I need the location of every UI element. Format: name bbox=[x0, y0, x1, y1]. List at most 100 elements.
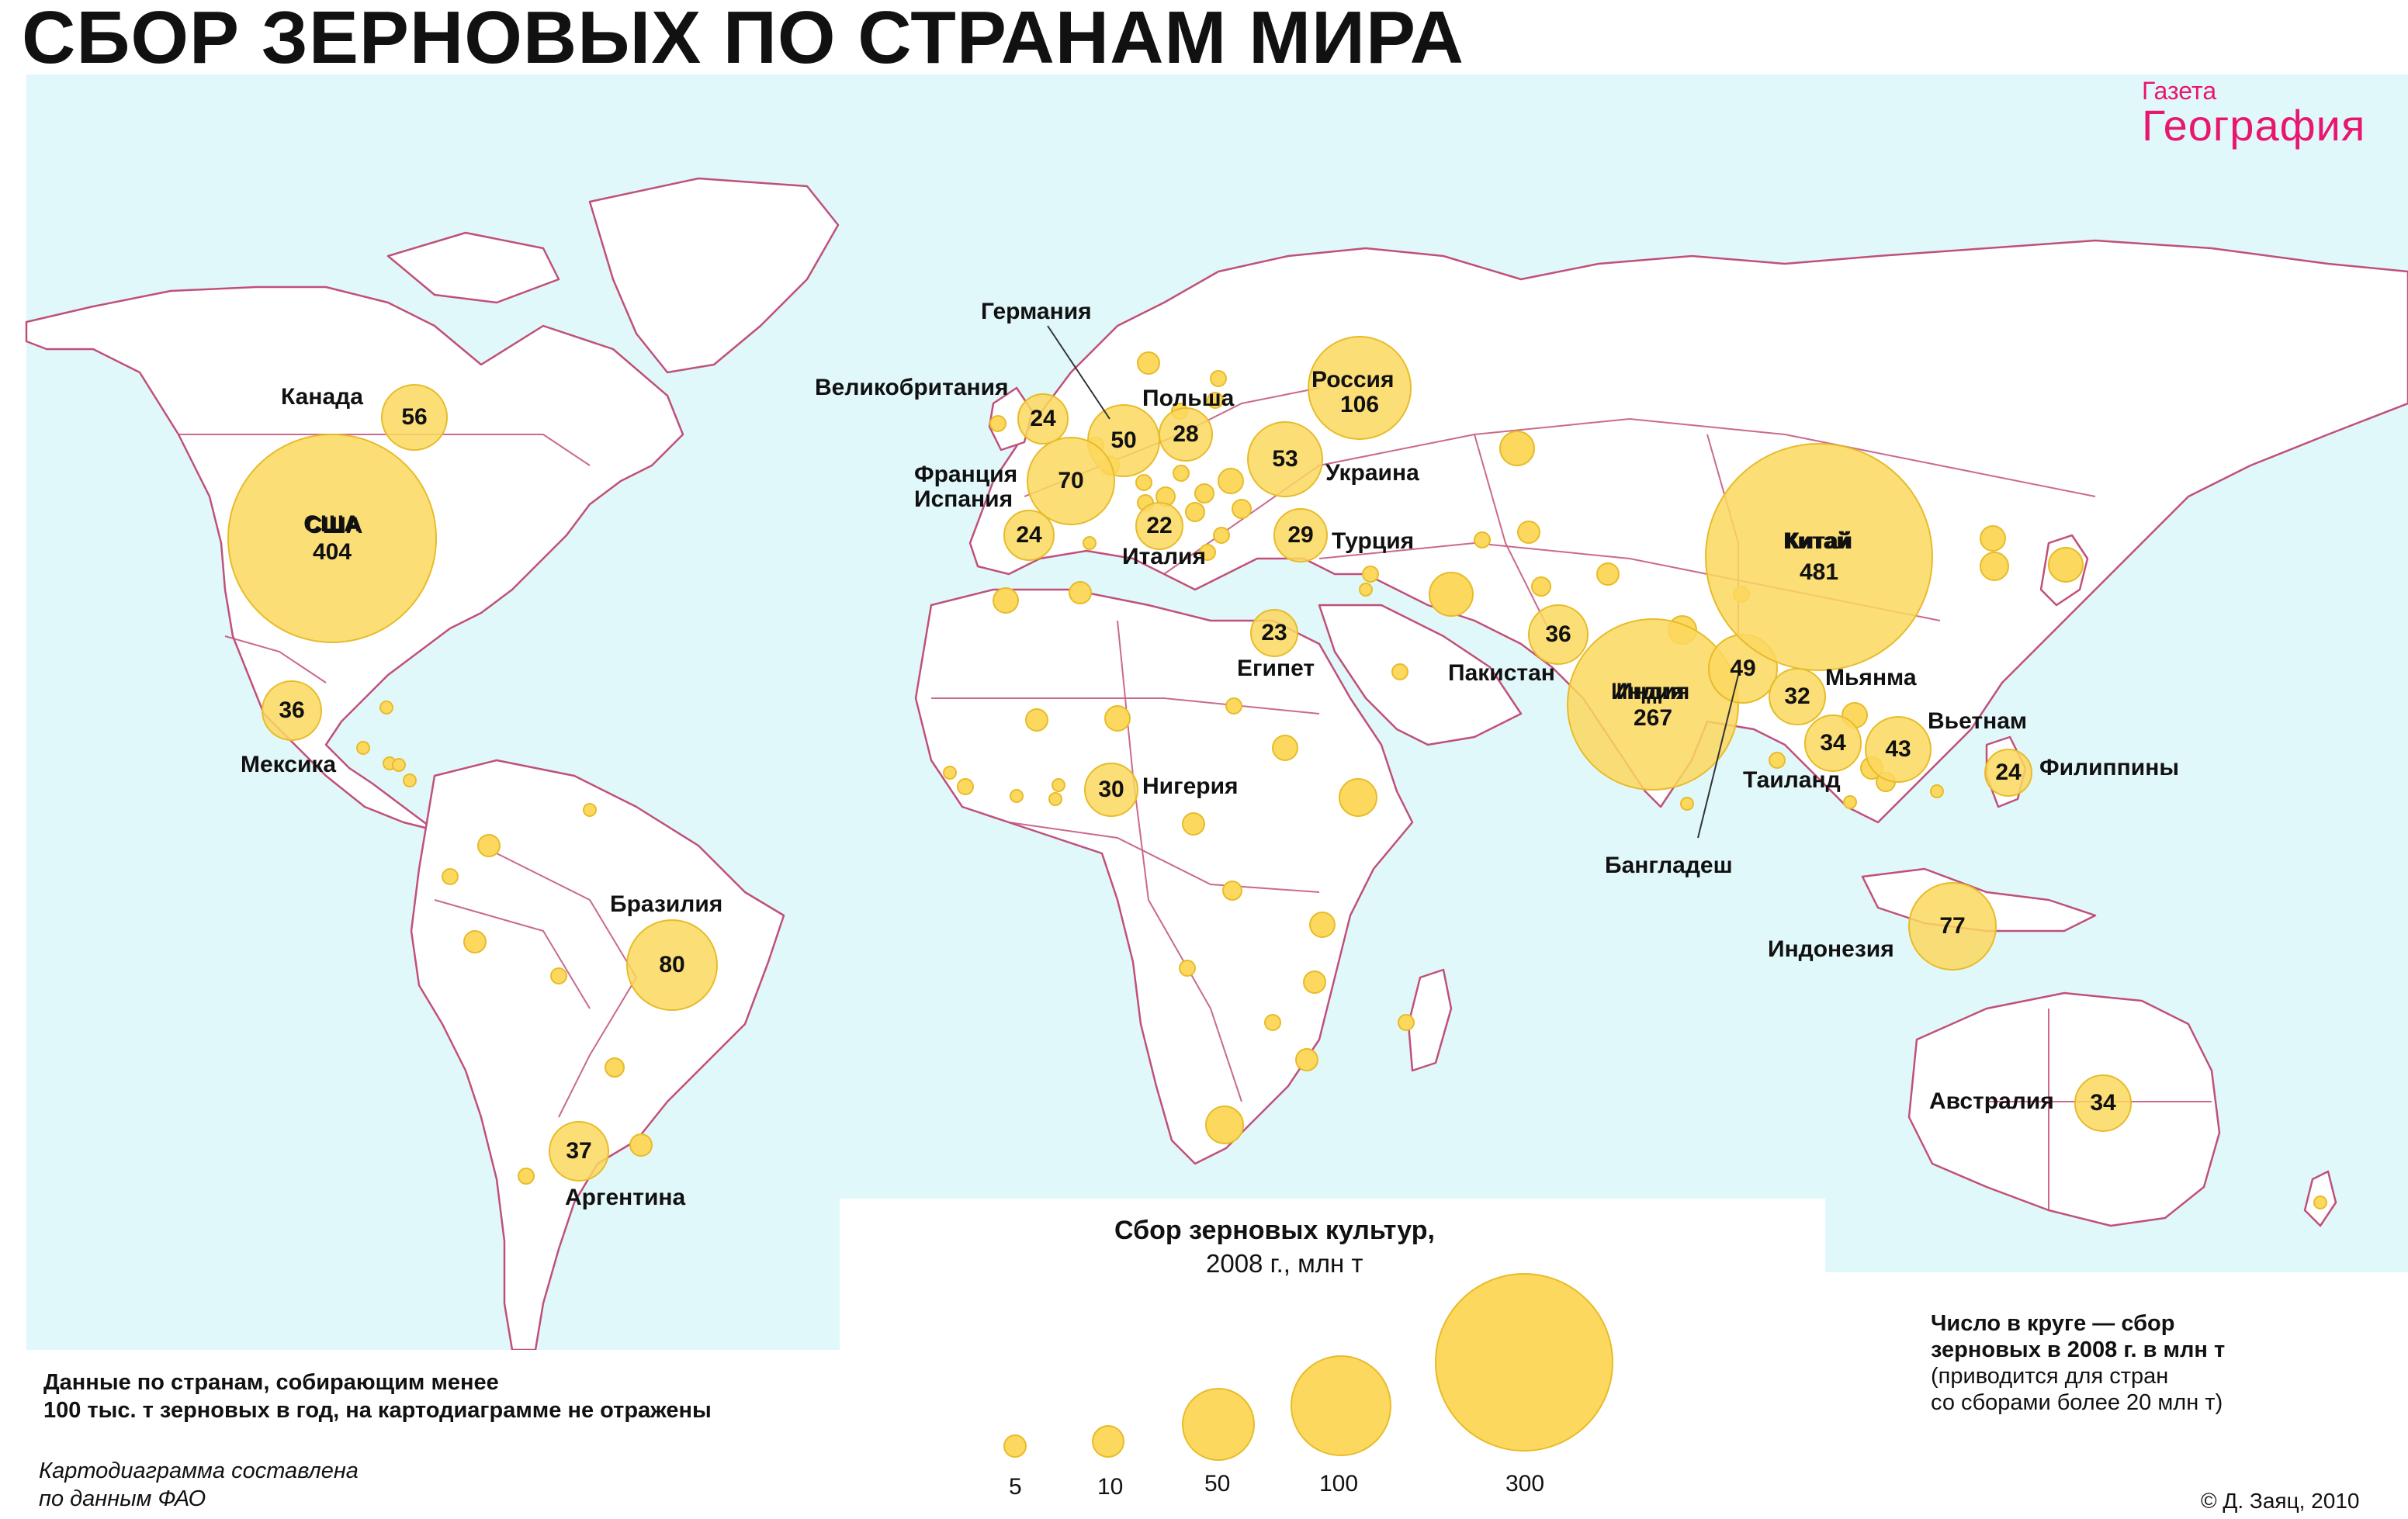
small-country-circle bbox=[1264, 1014, 1281, 1031]
gazeta-geografiya-logo: Газета География bbox=[2142, 78, 2365, 147]
small-country-circle bbox=[1531, 576, 1551, 597]
value-italy: 22 bbox=[1146, 513, 1173, 538]
small-country-circle bbox=[1182, 812, 1205, 836]
label-usa: США bbox=[306, 513, 363, 538]
small-country-circle bbox=[1135, 474, 1152, 491]
value-germany: 50 bbox=[1110, 427, 1137, 453]
value-india: 267 bbox=[1633, 705, 1673, 731]
small-country-circle bbox=[1232, 499, 1252, 519]
value-mexico: 36 bbox=[279, 697, 305, 723]
small-country-circle bbox=[1843, 795, 1857, 809]
circle-thailand bbox=[1804, 715, 1862, 772]
border-eurasia-3 bbox=[1474, 434, 1553, 637]
label-nigeria: Нигерия bbox=[1142, 773, 1239, 799]
label-argentina: Аргентина bbox=[565, 1185, 686, 1210]
small-country-circle bbox=[518, 1168, 535, 1185]
note-right-line2: зерновых в 2008 г. в млн т bbox=[1931, 1337, 2226, 1362]
arabian-peninsula bbox=[1318, 604, 1523, 746]
circle-indonesia bbox=[1908, 882, 1997, 971]
label-russia: Россия bbox=[1311, 367, 1395, 393]
circle-italy bbox=[1135, 502, 1183, 550]
small-country-circle bbox=[379, 701, 393, 715]
small-country-circle bbox=[1680, 797, 1694, 811]
small-country-circle bbox=[1010, 789, 1024, 803]
australia bbox=[1907, 991, 2221, 1227]
circle-usa bbox=[227, 434, 437, 643]
leader-bangladesh bbox=[1697, 674, 1739, 839]
value-indonesia: 77 bbox=[1939, 913, 1966, 939]
note-right-line4: со сборами более 20 млн т) bbox=[1931, 1390, 2223, 1415]
circle-australia bbox=[2074, 1074, 2132, 1132]
arctic-islands bbox=[386, 231, 560, 304]
small-country-circle bbox=[1218, 468, 1244, 494]
label-mexico: Мексика bbox=[241, 752, 337, 777]
small-country-circle bbox=[550, 967, 567, 984]
circle-egypt bbox=[1250, 609, 1298, 657]
value-uk: 24 bbox=[1030, 406, 1056, 431]
border-us-canada bbox=[178, 434, 591, 466]
small-country-circle bbox=[1272, 735, 1298, 761]
small-country-circle bbox=[1225, 697, 1242, 715]
small-country-circle bbox=[1222, 881, 1242, 901]
legend-circle-5 bbox=[1003, 1434, 1027, 1458]
small-country-circle bbox=[1025, 708, 1048, 732]
value-canada: 56 bbox=[401, 404, 428, 430]
label-turkey: Турция bbox=[1332, 528, 1415, 554]
value-thailand: 34 bbox=[1820, 730, 1846, 756]
small-country-circle bbox=[629, 1133, 653, 1157]
source-line1: Картодиаграмма составлена bbox=[39, 1458, 359, 1483]
value-turkey: 29 bbox=[1287, 522, 1314, 548]
label-brazil: Бразилия bbox=[610, 891, 723, 917]
label-germany: Германия bbox=[981, 299, 1092, 324]
legend-size-100: 100 bbox=[1319, 1471, 1359, 1497]
label-canada: Канада bbox=[281, 384, 363, 410]
source-line2: по данным ФАО bbox=[39, 1486, 206, 1511]
legend-circle-50 bbox=[1182, 1388, 1255, 1461]
value-philippines: 24 bbox=[1995, 760, 2022, 785]
legend-circle-10 bbox=[1092, 1425, 1124, 1458]
note-right-line1: Число в круге — сбор bbox=[1931, 1311, 2175, 1336]
value-china: 481 bbox=[1799, 559, 1839, 585]
small-country-circle bbox=[1137, 351, 1160, 375]
small-country-circle bbox=[1362, 566, 1379, 583]
value-argentina: 37 bbox=[566, 1138, 592, 1164]
value-usa-label: США bbox=[303, 511, 361, 537]
label-italy: Италия bbox=[1122, 544, 1206, 569]
small-country-circle bbox=[1185, 502, 1205, 522]
circle-poland bbox=[1159, 407, 1213, 462]
small-country-circle bbox=[583, 803, 597, 817]
value-vietnam: 43 bbox=[1885, 736, 1911, 762]
copyright: © Д. Заяц, 2010 bbox=[2201, 1489, 2360, 1513]
label-indonesia: Индонезия bbox=[1768, 936, 1894, 962]
small-country-circle bbox=[1303, 971, 1326, 994]
legend-subtitle: 2008 г., млн т bbox=[1206, 1249, 1363, 1278]
label-spain: Испания bbox=[914, 486, 1013, 512]
circle-spain bbox=[1003, 510, 1055, 561]
legend-panel bbox=[26, 1199, 2408, 1519]
value-nigeria: 30 bbox=[1098, 777, 1124, 802]
circle-pakistan bbox=[1528, 604, 1589, 665]
value-china-label: Китай bbox=[1785, 528, 1853, 554]
logo-top-text: Газета bbox=[2142, 77, 2217, 105]
label-bangladesh: Бангладеш bbox=[1605, 853, 1733, 878]
label-pakistan: Пакистан bbox=[1448, 660, 1555, 686]
small-country-circle bbox=[1769, 752, 1786, 769]
circle-brazil bbox=[626, 919, 718, 1011]
legend-size-5: 5 bbox=[1009, 1474, 1022, 1500]
label-france: Франция bbox=[914, 462, 1018, 487]
british-isles bbox=[988, 386, 1034, 452]
south-america-landmass bbox=[410, 759, 785, 1351]
small-country-circle bbox=[1391, 663, 1408, 680]
value-myanmar: 32 bbox=[1784, 683, 1810, 709]
note-right-line3: (приводится для стран bbox=[1931, 1364, 2169, 1389]
small-country-circle bbox=[957, 778, 974, 795]
small-country-circle bbox=[1429, 572, 1474, 617]
circle-russia bbox=[1308, 336, 1412, 440]
small-country-circle bbox=[1069, 581, 1092, 604]
small-country-circle bbox=[2313, 1195, 2327, 1209]
small-country-circle bbox=[993, 587, 1019, 614]
legend-size-300: 300 bbox=[1505, 1471, 1545, 1497]
small-country-circle bbox=[1048, 792, 1062, 806]
circle-philippines bbox=[1984, 749, 2032, 797]
small-country-circle bbox=[463, 930, 487, 953]
